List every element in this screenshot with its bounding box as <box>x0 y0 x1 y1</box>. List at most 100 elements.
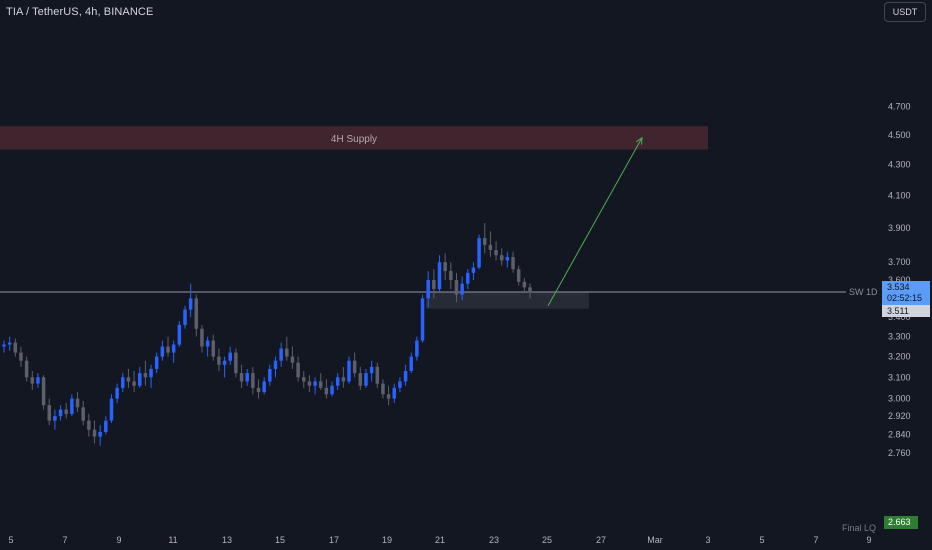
candle <box>443 253 447 281</box>
currency-button[interactable]: USDT <box>884 2 926 22</box>
candle-body <box>403 371 408 382</box>
candle-body <box>477 238 481 268</box>
x-axis-tick-label: 11 <box>168 535 177 545</box>
arrow-layer <box>547 136 643 307</box>
x-axis-tick-label: Mar <box>647 535 663 545</box>
candle-body <box>143 373 148 378</box>
candle-body <box>30 377 35 384</box>
candle <box>347 356 351 384</box>
candle-body <box>482 238 487 245</box>
candle-body <box>279 348 283 361</box>
candle-body <box>375 366 380 384</box>
candle-body <box>92 429 97 437</box>
candle-body <box>200 328 204 347</box>
candle-body <box>398 381 402 388</box>
candle <box>290 346 295 369</box>
candle-body <box>115 387 119 399</box>
y-axis-tick-label: 3.300 <box>888 332 911 342</box>
candle <box>335 373 340 390</box>
candle-body <box>460 283 464 295</box>
y-axis-tick-label: 3.600 <box>888 275 911 285</box>
x-axis-tick-label: 25 <box>542 535 552 545</box>
candle-body <box>160 346 165 357</box>
candle-body <box>454 280 459 295</box>
candle <box>47 398 52 426</box>
candle-body <box>330 385 334 395</box>
candle-body <box>341 377 346 382</box>
candle-body <box>211 340 216 357</box>
y-axis-tick-label: 4.500 <box>888 130 911 140</box>
y-axis-tick-label: 3.700 <box>888 257 911 267</box>
candle-body <box>488 244 493 251</box>
y-axis-tick-label: 4.700 <box>888 102 911 112</box>
candle-body <box>19 352 23 361</box>
candle-body <box>75 398 80 408</box>
candle <box>109 394 114 423</box>
candle <box>285 336 289 361</box>
x-axis-tick-label: 27 <box>596 535 606 545</box>
candle-countdown: 02:52:15 <box>887 293 923 303</box>
candle <box>132 371 136 393</box>
candle-body <box>522 281 527 288</box>
candle-body <box>154 356 159 369</box>
candle <box>375 362 380 388</box>
candle-body <box>239 373 244 382</box>
green-price-badge: 2.663 <box>884 516 918 529</box>
y-axis-tick-label: 4.300 <box>888 159 911 169</box>
candle <box>426 271 430 308</box>
candle-body <box>166 346 170 353</box>
candle <box>352 352 357 378</box>
y-axis-tick-label: 3.200 <box>888 352 911 362</box>
y-axis-tick-label: 2.760 <box>888 448 911 458</box>
candle-body <box>471 267 476 273</box>
x-axis[interactable]: 5 7 9 11 13 15 17 19 21 23 25 27 Mar 3 5 7 9 <box>8 535 871 545</box>
candle <box>205 336 210 357</box>
candle-body <box>234 352 238 374</box>
candle-body <box>273 360 278 369</box>
candle-body <box>109 398 114 421</box>
candle <box>528 283 532 299</box>
candle <box>239 364 244 388</box>
candle <box>341 366 346 388</box>
candle-body <box>2 344 6 347</box>
candle <box>330 381 334 397</box>
candle <box>392 383 397 403</box>
candle <box>251 366 255 395</box>
x-axis-tick-label: 17 <box>329 535 339 545</box>
x-axis-tick-label: 21 <box>435 535 445 545</box>
candle-body <box>505 256 510 261</box>
candle-body <box>41 377 46 406</box>
candle <box>75 392 80 412</box>
candle <box>149 364 153 388</box>
candle <box>70 394 74 417</box>
candle-body <box>268 368 272 382</box>
candle <box>296 356 300 382</box>
candle-body <box>7 342 12 345</box>
candle <box>104 416 108 435</box>
candle-body <box>217 356 221 365</box>
candle <box>58 405 63 421</box>
candle-body <box>432 280 436 290</box>
candle-body <box>81 407 85 421</box>
candle-body <box>47 405 52 421</box>
y-axis[interactable]: 4.700 4.500 4.300 4.100 3.900 3.700 3.600 3.400… <box>888 102 911 458</box>
current-price: 3.534 <box>887 282 910 292</box>
candle-body <box>358 373 363 386</box>
candle <box>13 338 18 357</box>
candle <box>171 340 176 363</box>
candle-body <box>228 352 232 361</box>
candle <box>386 385 391 406</box>
candle-body <box>188 298 193 310</box>
x-axis-tick-label: 3 <box>705 535 710 545</box>
candle <box>154 352 159 374</box>
candle-body <box>347 360 351 382</box>
candle-body <box>516 269 521 282</box>
candle-body <box>177 324 182 345</box>
candle <box>494 241 498 261</box>
candle <box>222 356 227 378</box>
y-axis-tick-label: 3.400 <box>888 312 911 322</box>
candle-body <box>256 387 261 393</box>
candle <box>482 222 487 254</box>
candle-body <box>87 420 91 430</box>
